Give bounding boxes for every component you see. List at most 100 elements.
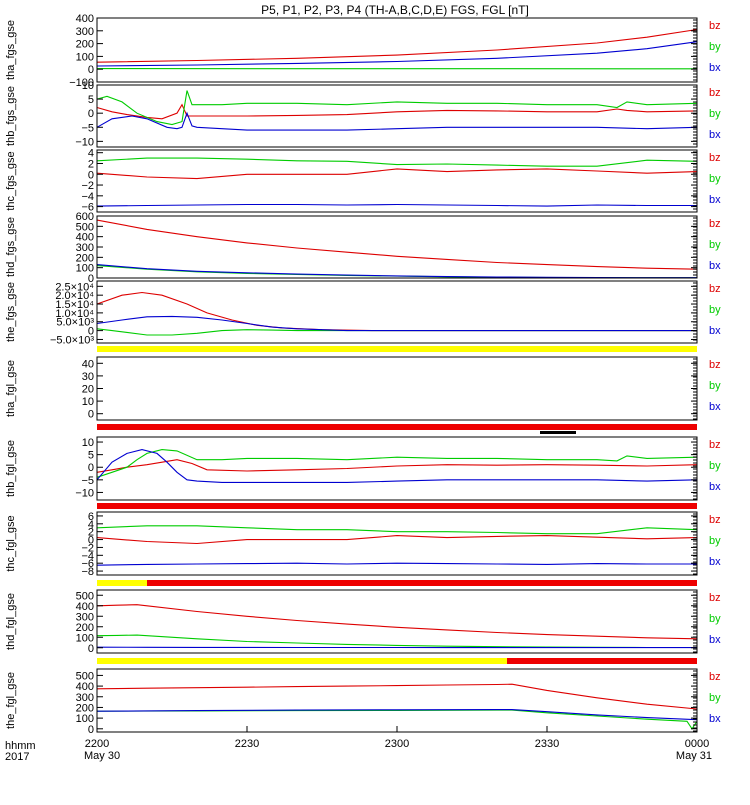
y-tick-label: 0 [88,724,94,736]
legend-by: by [709,535,721,547]
y-tick-label: 200 [76,252,94,264]
legend-bx: bx [709,194,721,206]
y-axis-label: thc_fgl_gse [5,515,17,571]
flag-bar-5a [97,658,507,664]
y-axis-label: thb_fgs_gse [5,86,17,146]
time-axis-year-label: 2017 [5,751,29,763]
y-tick-label: −10 [75,136,94,148]
y-tick-label: 500 [76,590,94,602]
series-bz-line [97,605,697,639]
panel-frame [97,669,697,732]
y-tick-label: 200 [76,622,94,634]
series-bz-line [97,684,697,709]
series-by-line [97,329,697,335]
legend-bx: bx [709,62,721,74]
x-date-label: May 31 [676,750,712,762]
panel-frame [97,357,697,420]
y-tick-label: 20 [82,384,94,396]
flag-bar-5b [507,658,697,664]
panel-frame [97,18,697,82]
y-tick-label: −10 [75,487,94,499]
y-tick-label: 500 [76,670,94,682]
chart-title: P5, P1, P2, P3, P4 (TH-A,B,C,D,E) FGS, F… [261,3,529,17]
legend-bx: bx [709,713,721,725]
series-bz-line [97,169,697,179]
legend-bz: bz [709,152,721,164]
y-tick-label: 0 [88,409,94,421]
y-tick-label: 400 [76,601,94,613]
panel-5: −5.0×10³05.0×10³1.0×10⁴1.5×10⁴2.0×10⁴2.5… [5,281,721,346]
legend-by: by [709,304,721,316]
y-tick-label: −5 [81,475,94,487]
y-axis-label: the_fgl_gse [5,672,17,729]
y-tick-label: 300 [76,611,94,623]
legend-by: by [709,692,721,704]
y-tick-label: 300 [76,692,94,704]
legend-bx: bx [709,325,721,337]
legend-by: by [709,41,721,53]
legend-bz: bz [709,87,721,99]
series-bx-line [97,710,697,720]
series-bx-line [97,42,697,66]
legend-bz: bz [709,514,721,526]
y-tick-label: 30 [82,371,94,383]
y-tick-label: 500 [76,221,94,233]
legend-by: by [709,173,721,185]
series-bz-line [97,293,697,331]
legend-bz: bz [709,359,721,371]
legend-bx: bx [709,556,721,568]
y-tick-label: −4 [81,191,94,203]
y-tick-label: 200 [76,702,94,714]
flag-bar-3 [97,503,697,509]
y-tick-label: 0 [88,108,94,120]
series-bz-line [97,536,697,544]
y-tick-label: 40 [82,358,94,370]
flag-bar-4a [97,580,147,586]
legend-bz: bz [709,218,721,230]
x-tick-label: 0000 [685,738,709,750]
y-tick-label: 10 [82,437,94,449]
y-axis-label: thc_fgs_gse [5,151,17,210]
y-tick-label: 5 [88,94,94,106]
y-tick-label: 10 [82,396,94,408]
legend-by: by [709,613,721,625]
series-bx-line [97,316,697,330]
y-axis-label: tha_fgs_gse [5,20,17,80]
y-tick-label: 2 [88,158,94,170]
y-tick-label: 5 [88,450,94,462]
y-tick-label: 100 [76,713,94,725]
y-tick-label: 0 [88,169,94,181]
data-quality-bars [97,346,697,664]
y-axis-label: thd_fgl_gse [5,593,17,650]
legend-bz: bz [709,283,721,295]
series-by-line [97,526,697,534]
y-tick-label: −2 [81,180,94,192]
x-tick-label: 2230 [235,738,259,750]
y-tick-label: 2.5×10⁴ [55,281,94,293]
legend-bx: bx [709,481,721,493]
legend-bz: bz [709,592,721,604]
legend-by: by [709,108,721,120]
legend-bz: bz [709,439,721,451]
panel-frame [97,590,697,653]
legend-bx: bx [709,260,721,272]
flag-bar-2 [97,424,697,430]
series-bx-line [97,205,697,207]
y-axis-label: thd_fgs_gse [5,217,17,277]
flag-bar-1 [97,346,697,352]
series-by-line [97,158,697,166]
legend-by: by [709,239,721,251]
x-tick-label: 2200 [85,738,109,750]
y-tick-label: 100 [76,51,94,63]
flag-bar-4b [147,580,697,586]
series-bx-line [97,563,697,565]
y-tick-label: 100 [76,632,94,644]
